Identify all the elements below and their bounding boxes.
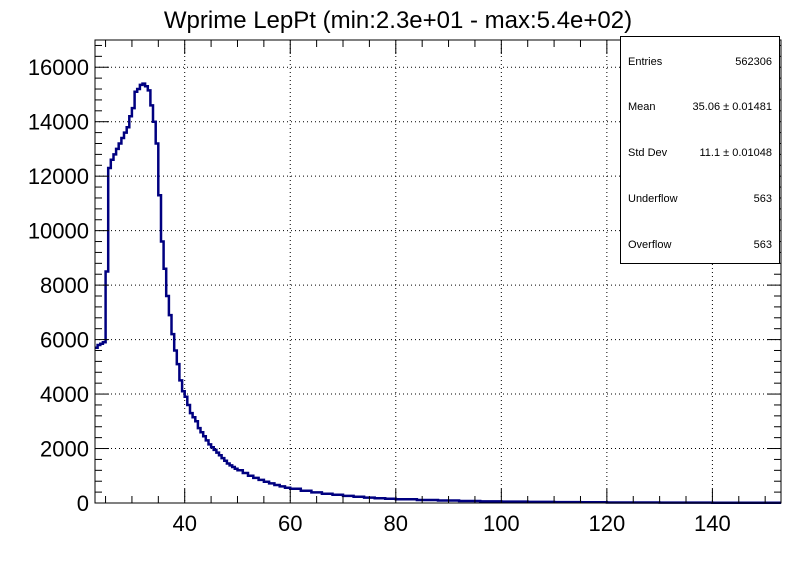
stats-row-underflow: Underflow 563 [628, 191, 772, 207]
axis-layer: 40 60 80 100 120 140 0 2000 4000 6000 8000 10000 120… [28, 40, 781, 536]
y-tick-label-6: 12000 [28, 164, 89, 189]
x-tick-label-4: 120 [589, 511, 626, 536]
stats-entries-value: 562306 [735, 56, 772, 68]
x-tick-label-2: 80 [384, 511, 408, 536]
stats-overflow-label: Overflow [628, 239, 672, 251]
stats-box: Entries 562306 Mean 35.06 ± 0.01481 Std … [620, 36, 780, 264]
stats-row-stddev: Std Dev 11.1 ± 0.01048 [628, 145, 772, 161]
stats-mean-label: Mean [628, 101, 656, 113]
stats-stddev-label: Std Dev [628, 147, 668, 159]
y-tick-label-3: 6000 [40, 328, 89, 353]
y-tick-label-1: 2000 [40, 437, 89, 462]
stats-underflow-value: 563 [753, 193, 772, 205]
y-tick-label-0: 0 [77, 491, 89, 516]
plot-frame [94, 39, 782, 504]
x-tick-label-3: 100 [483, 511, 520, 536]
stats-entries-label: Entries [628, 56, 663, 68]
series-layer [95, 82, 781, 505]
stats-underflow-label: Underflow [628, 193, 678, 205]
y-tick-label-8: 16000 [28, 55, 89, 80]
stats-row-overflow: Overflow 563 [628, 237, 772, 253]
x-tick-label-5: 140 [694, 511, 731, 536]
stats-overflow-value: 563 [753, 239, 772, 251]
chart-title: Wprime LepPt (min:2.3e+01 - max:5.4e+02) [164, 7, 632, 34]
stats-mean-value: 35.06 ± 0.01481 [692, 101, 772, 113]
histogram-line [95, 82, 781, 505]
y-tick-label-5: 10000 [28, 219, 89, 244]
stats-row-entries: Entries 562306 [628, 54, 772, 70]
y-tick-label-7: 14000 [28, 110, 89, 135]
stats-stddev-value: 11.1 ± 0.01048 [699, 147, 772, 159]
x-tick-label-1: 60 [278, 511, 302, 536]
y-tick-label-4: 8000 [40, 273, 89, 298]
y-tick-label-2: 4000 [40, 382, 89, 407]
x-tick-label-0: 40 [172, 511, 196, 536]
stats-row-mean: Mean 35.06 ± 0.01481 [628, 99, 772, 115]
